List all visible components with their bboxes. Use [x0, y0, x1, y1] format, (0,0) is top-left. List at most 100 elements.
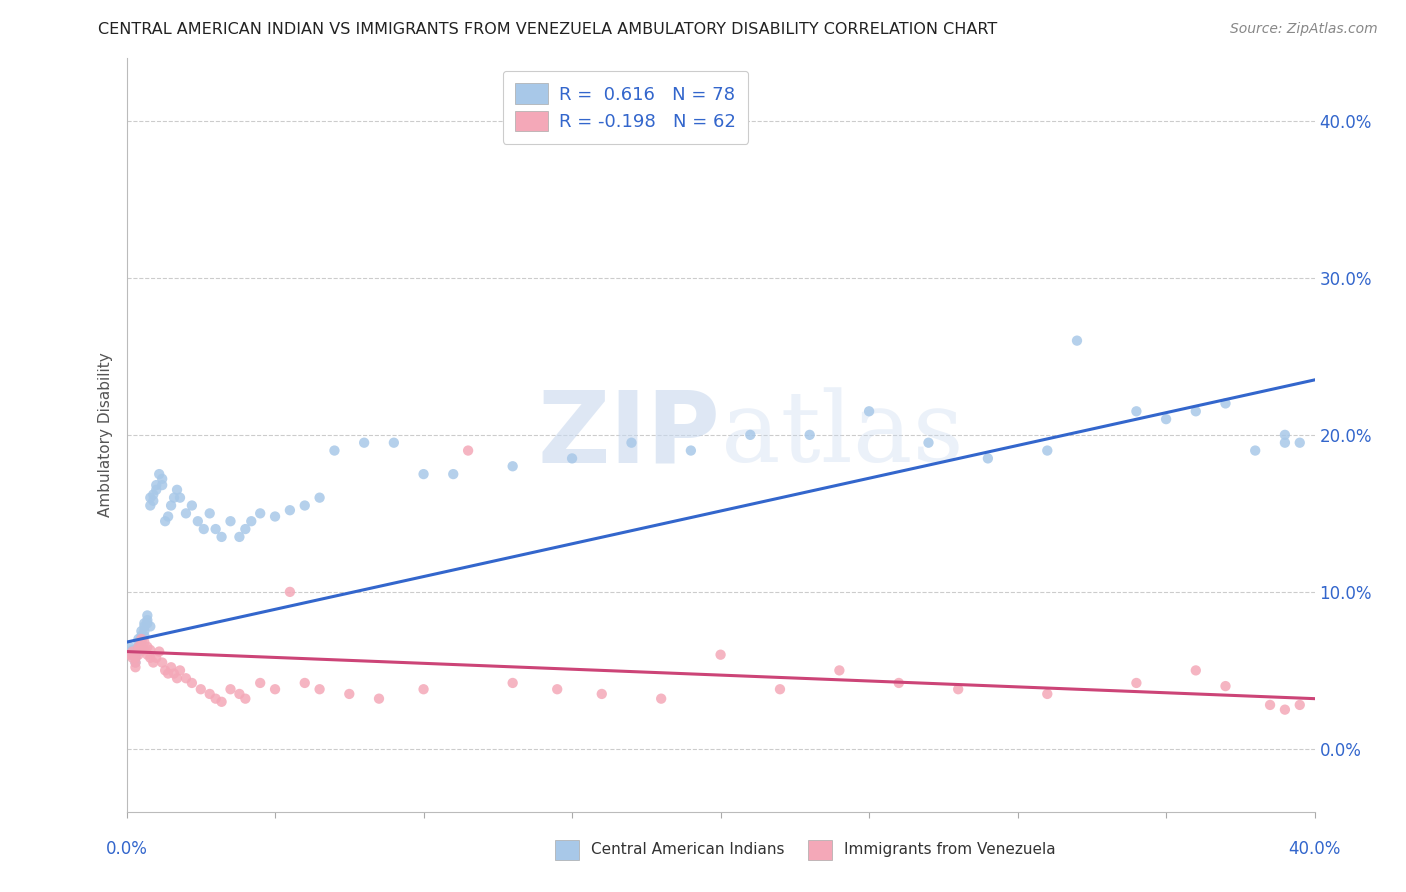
Point [294, 499, 316, 513]
Point [148, 467, 170, 482]
Point [142, 493, 165, 508]
Point [131, 635, 153, 649]
Point [134, 635, 156, 649]
Point [174, 507, 197, 521]
Point [124, 650, 146, 665]
Point [118, 648, 141, 662]
Point [650, 691, 672, 706]
Point [136, 613, 159, 627]
Point [228, 687, 250, 701]
Point [127, 640, 149, 654]
Point [166, 483, 188, 497]
Point [1274, 427, 1296, 442]
Point [145, 478, 167, 492]
Point [294, 676, 316, 690]
Point [211, 530, 233, 544]
Point [382, 435, 405, 450]
Point [136, 640, 159, 654]
Point [368, 691, 391, 706]
Point [169, 664, 191, 678]
Point [620, 435, 643, 450]
Point [1215, 679, 1237, 693]
Point [139, 491, 162, 505]
Point [136, 648, 159, 662]
Point [240, 514, 263, 528]
Point [502, 676, 524, 690]
Point [917, 435, 939, 450]
Point [134, 616, 156, 631]
Point [264, 509, 287, 524]
Point [337, 687, 360, 701]
Point [131, 640, 153, 654]
Point [139, 499, 162, 513]
Point [502, 459, 524, 474]
Point [150, 478, 173, 492]
Point [1244, 443, 1267, 458]
Point [1184, 404, 1206, 418]
Legend: R =  0.616   N = 78, R = -0.198   N = 62: R = 0.616 N = 78, R = -0.198 N = 62 [503, 70, 748, 145]
Point [131, 640, 153, 654]
Point [153, 664, 176, 678]
Point [136, 608, 159, 623]
Text: atlas: atlas [721, 387, 963, 483]
Point [157, 509, 180, 524]
Point [139, 619, 162, 633]
Point [153, 514, 176, 528]
Point [139, 650, 162, 665]
Point [679, 443, 702, 458]
Point [887, 676, 910, 690]
Point [323, 443, 346, 458]
Point [121, 644, 143, 658]
Text: ZIP: ZIP [537, 386, 721, 483]
Text: Source: ZipAtlas.com: Source: ZipAtlas.com [1230, 22, 1378, 37]
Point [169, 491, 191, 505]
Point [193, 522, 215, 536]
Point [190, 682, 212, 697]
Point [1274, 703, 1296, 717]
Point [157, 666, 180, 681]
Point [127, 635, 149, 649]
Point [142, 656, 165, 670]
Point [127, 632, 149, 646]
Point [180, 499, 202, 513]
Point [124, 650, 146, 665]
Point [127, 643, 149, 657]
Point [1036, 687, 1059, 701]
Point [127, 640, 149, 654]
Point [187, 514, 209, 528]
Point [127, 648, 149, 662]
Point [264, 682, 287, 697]
Point [1125, 676, 1147, 690]
Point [134, 629, 156, 643]
Point [828, 664, 851, 678]
Point [740, 427, 762, 442]
Point [353, 435, 375, 450]
Point [121, 643, 143, 657]
Point [198, 687, 221, 701]
Point [591, 687, 613, 701]
Point [858, 404, 880, 418]
Point [180, 676, 202, 690]
Point [948, 682, 970, 697]
Point [131, 632, 153, 646]
Text: 40.0%: 40.0% [1288, 840, 1341, 858]
Point [710, 648, 733, 662]
Point [278, 585, 301, 599]
Point [204, 691, 226, 706]
Point [131, 635, 153, 649]
Point [136, 616, 159, 631]
Point [1184, 664, 1206, 678]
Point [233, 691, 257, 706]
Point [124, 656, 146, 670]
Point [124, 648, 146, 662]
Point [131, 624, 153, 639]
Point [134, 619, 156, 633]
Y-axis label: Ambulatory Disability: Ambulatory Disability [98, 352, 114, 517]
Point [1066, 334, 1088, 348]
Point [124, 660, 146, 674]
Point [219, 514, 242, 528]
Point [769, 682, 792, 697]
Point [219, 682, 242, 697]
Point [799, 427, 821, 442]
Point [198, 507, 221, 521]
